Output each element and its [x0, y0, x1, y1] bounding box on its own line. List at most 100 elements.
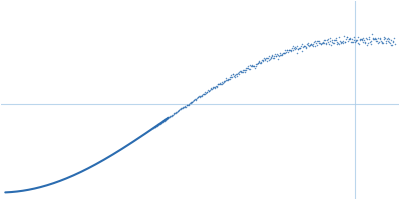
Point: [373, 37, 380, 40]
Point: [222, 79, 229, 82]
Point: [215, 82, 222, 86]
Point: [156, 123, 162, 126]
Point: [300, 45, 306, 49]
Point: [187, 101, 194, 104]
Point: [291, 48, 298, 51]
Point: [252, 64, 259, 68]
Point: [390, 40, 396, 44]
Point: [265, 59, 272, 62]
Point: [214, 85, 220, 88]
Point: [254, 61, 261, 64]
Point: [269, 53, 276, 56]
Point: [262, 57, 268, 60]
Point: [275, 54, 282, 57]
Point: [200, 92, 206, 96]
Point: [272, 54, 279, 57]
Point: [177, 108, 183, 111]
Point: [156, 122, 162, 126]
Point: [342, 40, 348, 43]
Point: [316, 39, 322, 43]
Point: [372, 37, 378, 41]
Point: [163, 117, 170, 121]
Point: [304, 43, 310, 46]
Point: [307, 43, 313, 47]
Point: [348, 40, 354, 43]
Point: [197, 94, 204, 98]
Point: [208, 86, 214, 89]
Point: [274, 57, 281, 60]
Point: [228, 75, 234, 78]
Point: [378, 39, 384, 42]
Point: [330, 41, 336, 44]
Point: [243, 69, 250, 72]
Point: [182, 105, 188, 108]
Point: [312, 40, 318, 43]
Point: [150, 126, 157, 130]
Point: [241, 68, 247, 71]
Point: [375, 41, 382, 44]
Point: [250, 64, 257, 67]
Point: [235, 72, 241, 75]
Point: [276, 54, 282, 58]
Point: [212, 86, 218, 89]
Point: [320, 40, 326, 43]
Point: [193, 97, 200, 101]
Point: [243, 67, 249, 70]
Point: [381, 38, 388, 41]
Point: [228, 74, 235, 77]
Point: [274, 53, 280, 56]
Point: [310, 44, 317, 48]
Point: [162, 118, 168, 121]
Point: [329, 40, 336, 43]
Point: [236, 70, 242, 74]
Point: [363, 37, 369, 40]
Point: [261, 57, 267, 60]
Point: [173, 111, 180, 114]
Point: [210, 86, 216, 90]
Point: [293, 46, 299, 49]
Point: [258, 61, 264, 64]
Point: [172, 112, 179, 115]
Point: [192, 97, 198, 101]
Point: [338, 41, 344, 44]
Point: [194, 96, 200, 99]
Point: [296, 46, 302, 49]
Point: [357, 38, 364, 42]
Point: [345, 39, 351, 42]
Point: [313, 41, 319, 44]
Point: [341, 35, 347, 38]
Point: [226, 77, 233, 80]
Point: [240, 69, 246, 72]
Point: [316, 42, 322, 45]
Point: [278, 52, 285, 55]
Point: [270, 56, 276, 59]
Point: [268, 56, 274, 59]
Point: [223, 77, 230, 80]
Point: [319, 41, 325, 44]
Point: [220, 80, 227, 83]
Point: [248, 65, 254, 68]
Point: [189, 100, 196, 104]
Point: [358, 38, 364, 41]
Point: [190, 99, 196, 102]
Point: [181, 105, 187, 108]
Point: [179, 107, 185, 110]
Point: [336, 43, 342, 46]
Point: [350, 41, 356, 44]
Point: [180, 106, 186, 109]
Point: [282, 49, 289, 52]
Point: [257, 62, 263, 65]
Point: [183, 105, 189, 108]
Point: [224, 79, 230, 82]
Point: [377, 36, 384, 39]
Point: [317, 42, 324, 45]
Point: [230, 72, 236, 75]
Point: [328, 43, 334, 46]
Point: [322, 38, 328, 41]
Point: [247, 64, 254, 67]
Point: [238, 70, 244, 73]
Point: [374, 39, 380, 42]
Point: [322, 41, 329, 44]
Point: [164, 117, 171, 120]
Point: [310, 42, 316, 45]
